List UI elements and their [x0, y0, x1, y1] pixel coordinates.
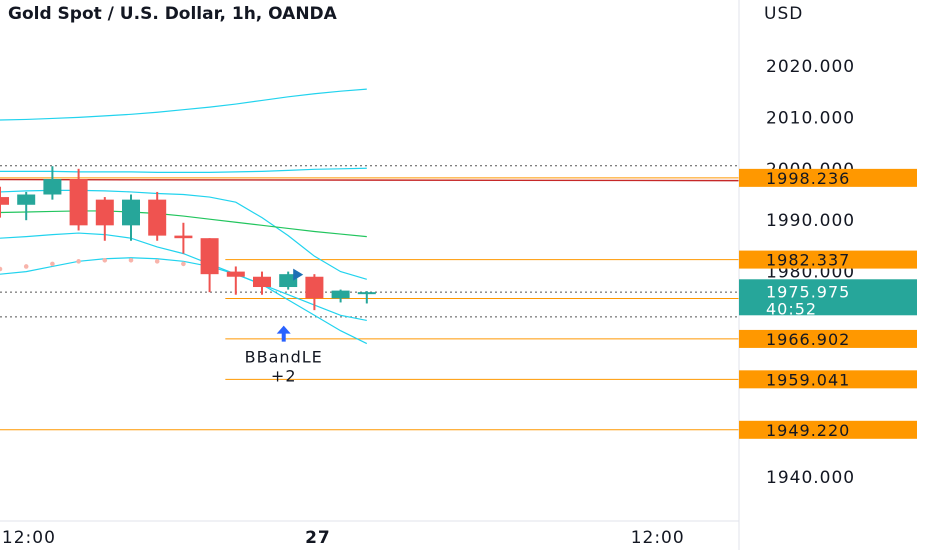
level-price-tag-text: 1959.041	[766, 370, 850, 389]
candle-body[interactable]	[253, 276, 271, 288]
candle-body[interactable]	[226, 271, 245, 277]
sar-dot	[50, 261, 55, 267]
currency-label: USD	[764, 4, 803, 24]
level-price-tag	[739, 370, 917, 389]
sar-dot	[128, 257, 134, 263]
sar-dot	[102, 257, 108, 263]
signal-triangle	[293, 268, 304, 281]
candle-body[interactable]	[69, 179, 88, 226]
bollinger-middle-band	[0, 210, 367, 238]
price-axis[interactable]: USD 2020.0002010.0002000.0001990.0001980…	[739, 4, 917, 488]
candle-body[interactable]	[17, 194, 36, 205]
level-price-tag	[739, 168, 917, 187]
price-tick-label: 2010.000	[766, 108, 855, 128]
sar-dot	[0, 266, 3, 272]
level-price-tag	[739, 329, 917, 348]
candle-body[interactable]	[43, 179, 62, 195]
candle-body[interactable]	[357, 292, 376, 295]
signal-label: BBandLE	[245, 348, 323, 367]
price-tick-label: 2020.000	[766, 57, 855, 77]
sar-dot	[181, 261, 186, 267]
candle-body[interactable]	[148, 199, 167, 236]
candle-body[interactable]	[0, 197, 9, 205]
sar-dot	[23, 264, 29, 269]
candle-body[interactable]	[305, 276, 324, 299]
chart-title: Gold Spot / U.S. Dollar, 1h, OANDA	[8, 4, 337, 24]
time-tick-label: 12:00	[631, 528, 685, 548]
signal-count: +2	[271, 367, 297, 386]
sar-dot	[154, 259, 160, 264]
time-tick-label: 27	[305, 528, 331, 548]
time-axis[interactable]: 12:00 27 12:00	[2, 528, 685, 548]
level-price-tag-text: 1998.236	[766, 169, 850, 188]
bollinger-outer-upper-band	[0, 167, 367, 173]
red-trend-line	[0, 178, 740, 182]
level-price-tag	[739, 420, 917, 439]
current-price-tag	[739, 279, 917, 316]
current-price-value: 1975.975	[766, 282, 850, 301]
level-price-tag-text: 1966.902	[766, 330, 850, 349]
bollinger-upper-band	[0, 88, 367, 121]
candle-body[interactable]	[122, 199, 140, 226]
candle-body[interactable]	[174, 235, 193, 239]
price-tick-label: 1940.000	[766, 468, 855, 488]
plot-area[interactable]: BBandLE+2	[0, 88, 740, 431]
sar-dot	[76, 259, 81, 264]
candle-body[interactable]	[200, 238, 219, 275]
level-price-tag-text: 1949.220	[766, 421, 850, 440]
level-price-tag-text: 1982.337	[766, 251, 850, 270]
price-tick-label: 1990.000	[766, 211, 855, 231]
bar-countdown: 40:52	[766, 299, 817, 318]
level-price-tag	[739, 250, 917, 269]
time-tick-label: 12:00	[2, 528, 56, 548]
candle-body[interactable]	[95, 199, 114, 226]
buy-signal-arrow-icon	[276, 325, 291, 342]
candle-body[interactable]	[279, 274, 298, 288]
bollinger-lower-band	[0, 257, 368, 345]
candle-body[interactable]	[331, 290, 350, 299]
